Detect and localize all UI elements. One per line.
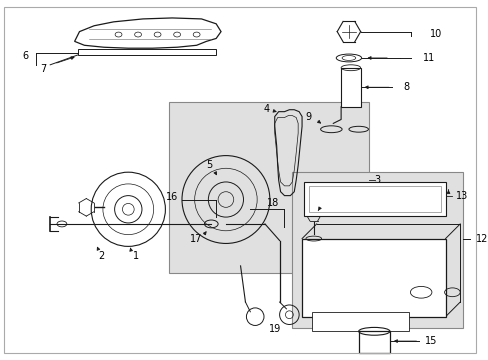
Bar [341, 68, 360, 107]
Text: 15: 15 [424, 336, 436, 346]
Text: 1: 1 [133, 251, 139, 261]
Text: 9: 9 [305, 112, 311, 122]
Text: 14: 14 [322, 190, 334, 200]
Text: 11: 11 [422, 53, 434, 63]
Text: 17: 17 [190, 234, 203, 244]
Text: 6: 6 [22, 51, 29, 61]
Bar [304, 182, 445, 216]
Text: 5: 5 [206, 160, 212, 170]
Bar [169, 102, 368, 273]
Text: 4: 4 [264, 104, 269, 114]
Text: 13: 13 [455, 190, 468, 201]
Bar [358, 331, 389, 353]
Polygon shape [75, 18, 221, 48]
Text: 16: 16 [166, 192, 178, 202]
Text: 7: 7 [40, 64, 46, 74]
Text: 10: 10 [429, 28, 441, 39]
Bar [308, 186, 440, 212]
Bar [292, 172, 462, 328]
Text: 12: 12 [475, 234, 487, 244]
Bar [302, 239, 445, 317]
Text: 2: 2 [98, 251, 104, 261]
Text: 19: 19 [268, 324, 280, 334]
Text: 3: 3 [373, 175, 380, 185]
Text: 8: 8 [403, 82, 409, 92]
Polygon shape [78, 49, 216, 55]
Text: 18: 18 [266, 198, 278, 208]
Bar [311, 312, 408, 331]
